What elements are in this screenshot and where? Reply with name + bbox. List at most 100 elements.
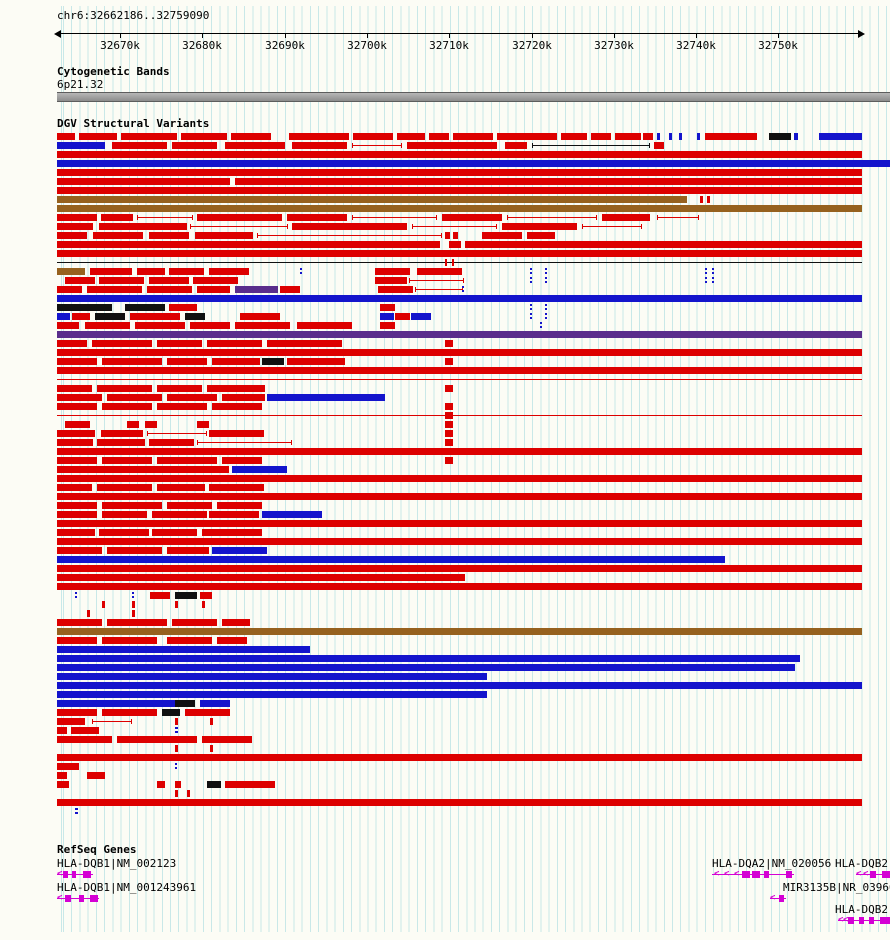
- variant-row[interactable]: [57, 160, 890, 167]
- variant-segment[interactable]: [262, 511, 322, 518]
- variant-segment[interactable]: [175, 718, 178, 725]
- variant-segment[interactable]: [57, 637, 97, 644]
- variant-row[interactable]: [57, 691, 890, 698]
- variant-segment[interactable]: [102, 358, 162, 365]
- variant-segment[interactable]: [57, 250, 862, 257]
- variant-segment[interactable]: [819, 133, 862, 140]
- variant-segment[interactable]: [202, 601, 205, 608]
- variant-row[interactable]: [57, 358, 890, 365]
- variant-segment[interactable]: [409, 277, 464, 284]
- variant-segment[interactable]: [545, 304, 547, 311]
- variant-segment[interactable]: [57, 241, 440, 248]
- variant-row[interactable]: [57, 277, 890, 284]
- variant-row[interactable]: [57, 412, 890, 419]
- variant-segment[interactable]: [121, 133, 177, 140]
- variant-segment[interactable]: [449, 241, 461, 248]
- variant-segment[interactable]: [92, 718, 132, 725]
- variant-segment[interactable]: [231, 133, 271, 140]
- variant-segment[interactable]: [209, 268, 249, 275]
- variant-segment[interactable]: [150, 592, 170, 599]
- variant-segment[interactable]: [222, 457, 262, 464]
- variant-segment[interactable]: [57, 556, 725, 563]
- variant-row[interactable]: [57, 745, 890, 752]
- variant-segment[interactable]: [57, 322, 79, 329]
- variant-segment[interactable]: [57, 727, 67, 734]
- variant-segment[interactable]: [497, 133, 557, 140]
- variant-row[interactable]: [57, 448, 890, 455]
- variant-segment[interactable]: [445, 430, 453, 437]
- variant-segment[interactable]: [769, 133, 791, 140]
- variant-segment[interactable]: [107, 547, 162, 554]
- variant-segment[interactable]: [102, 637, 157, 644]
- variant-segment[interactable]: [169, 304, 197, 311]
- variant-segment[interactable]: [445, 385, 453, 392]
- variant-segment[interactable]: [505, 142, 527, 149]
- variant-segment[interactable]: [257, 232, 442, 239]
- variant-segment[interactable]: [57, 457, 97, 464]
- variant-segment[interactable]: [225, 781, 275, 788]
- variant-segment[interactable]: [99, 223, 187, 230]
- variant-segment[interactable]: [195, 232, 253, 239]
- variant-segment[interactable]: [532, 142, 650, 149]
- variant-segment[interactable]: [453, 133, 493, 140]
- variant-segment[interactable]: [527, 232, 555, 239]
- variant-segment[interactable]: [57, 349, 862, 356]
- variant-segment[interactable]: [57, 196, 687, 203]
- variant-segment[interactable]: [137, 268, 165, 275]
- variant-segment[interactable]: [705, 277, 707, 284]
- variant-row[interactable]: [57, 214, 890, 221]
- variant-row[interactable]: [57, 592, 890, 599]
- variant-segment[interactable]: [107, 619, 167, 626]
- variant-segment[interactable]: [57, 682, 862, 689]
- variant-row[interactable]: [57, 583, 890, 590]
- variant-segment[interactable]: [222, 394, 265, 401]
- variant-segment[interactable]: [185, 709, 230, 716]
- variant-segment[interactable]: [380, 313, 394, 320]
- variant-segment[interactable]: [540, 322, 542, 329]
- variant-segment[interactable]: [152, 529, 197, 536]
- variant-segment[interactable]: [130, 313, 180, 320]
- variant-row[interactable]: [57, 520, 890, 527]
- gene-model[interactable]: <: [57, 869, 93, 879]
- variant-row[interactable]: [57, 547, 890, 554]
- variant-segment[interactable]: [679, 133, 682, 140]
- variant-segment[interactable]: [545, 277, 547, 284]
- variant-segment[interactable]: [185, 313, 205, 320]
- variant-segment[interactable]: [57, 709, 97, 716]
- variant-row[interactable]: [57, 178, 890, 185]
- variant-segment[interactable]: [132, 601, 135, 608]
- variant-segment[interactable]: [207, 781, 221, 788]
- variant-segment[interactable]: [127, 421, 139, 428]
- variant-row[interactable]: [57, 556, 890, 563]
- variant-segment[interactable]: [57, 178, 230, 185]
- variant-segment[interactable]: [545, 313, 547, 320]
- variant-segment[interactable]: [602, 214, 650, 221]
- variant-segment[interactable]: [222, 619, 250, 626]
- variant-segment[interactable]: [57, 313, 70, 320]
- variant-segment[interactable]: [149, 277, 189, 284]
- variant-segment[interactable]: [57, 205, 862, 212]
- variant-row[interactable]: [57, 133, 890, 140]
- variant-segment[interactable]: [561, 133, 587, 140]
- variant-segment[interactable]: [167, 358, 207, 365]
- variant-segment[interactable]: [57, 403, 97, 410]
- variant-segment[interactable]: [292, 223, 407, 230]
- variant-row[interactable]: [57, 574, 890, 581]
- variant-segment[interactable]: [107, 394, 162, 401]
- variant-segment[interactable]: [292, 142, 347, 149]
- variant-segment[interactable]: [57, 430, 95, 437]
- variant-segment[interactable]: [615, 133, 641, 140]
- variant-segment[interactable]: [149, 439, 194, 446]
- variant-segment[interactable]: [197, 439, 292, 446]
- variant-segment[interactable]: [57, 133, 75, 140]
- variant-segment[interactable]: [87, 610, 90, 617]
- variant-segment[interactable]: [99, 277, 144, 284]
- variant-segment[interactable]: [380, 322, 395, 329]
- variant-row[interactable]: [57, 349, 890, 356]
- variant-segment[interactable]: [97, 385, 152, 392]
- variant-segment[interactable]: [57, 262, 862, 263]
- variant-segment[interactable]: [289, 133, 349, 140]
- variant-segment[interactable]: [157, 781, 165, 788]
- variant-segment[interactable]: [92, 340, 152, 347]
- variant-row[interactable]: [57, 772, 890, 779]
